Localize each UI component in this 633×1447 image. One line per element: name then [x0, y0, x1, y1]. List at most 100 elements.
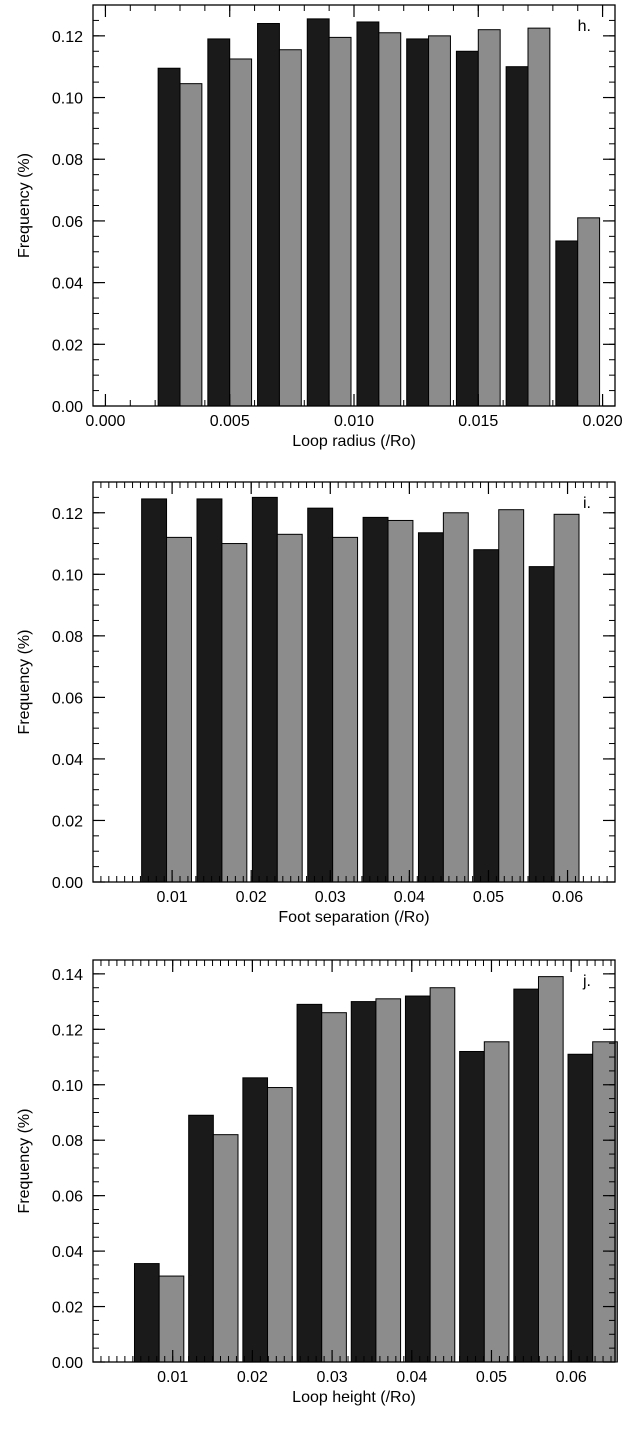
x-tick-label: 0.04 [394, 889, 425, 906]
panel-label: i. [583, 495, 591, 512]
bar-black-6 [356, 21, 380, 407]
y-tick-label: 0.00 [52, 875, 83, 892]
bar-black-3 [251, 496, 278, 883]
y-tick-label: 0.12 [52, 506, 83, 523]
x-tick-label: 0.05 [473, 889, 504, 906]
bar-gray-2 [212, 1134, 239, 1363]
bar-black-7 [473, 549, 500, 883]
bar-black-8 [455, 50, 479, 407]
bar-gray-5 [387, 519, 414, 883]
bar-black-2 [157, 67, 181, 407]
y-tick-label: 0.04 [52, 276, 83, 293]
x-tick-label: 0.005 [210, 413, 250, 430]
bar-black-5 [306, 18, 330, 407]
y-tick-label: 0.04 [52, 752, 83, 769]
bar-gray-8 [553, 513, 580, 883]
x-tick-label: 0.06 [556, 1369, 587, 1386]
bar-black-8 [513, 988, 540, 1363]
y-tick-label: 0.02 [52, 337, 83, 354]
bar-gray-8 [477, 29, 501, 407]
y-tick-label: 0.00 [52, 1355, 83, 1372]
x-tick-label: 0.03 [315, 889, 346, 906]
bar-gray-1 [158, 1275, 185, 1363]
y-tick-label: 0.06 [52, 214, 83, 231]
bar-black-2 [188, 1114, 214, 1363]
x-tick-label: 0.01 [157, 889, 188, 906]
bar-gray-2 [179, 83, 203, 407]
bar-gray-8 [537, 976, 564, 1363]
x-tick-label: 0.000 [85, 413, 125, 430]
bar-gray-6 [442, 512, 469, 883]
bar-gray-6 [429, 987, 456, 1363]
y-axis-title: Frequency (%) [16, 630, 33, 735]
y-tick-label: 0.02 [52, 813, 83, 830]
y-tick-label: 0.08 [52, 1133, 83, 1150]
bar-black-4 [257, 23, 280, 407]
bar-gray-9 [592, 1041, 618, 1363]
bar-gray-9 [527, 27, 551, 407]
plot-frame [92, 959, 616, 1363]
chart-panel-1: 0.000 0.005 0.010 0.015 0.020 0.00 0.02 0.04 0.0… [16, 4, 623, 450]
bar-black-7 [406, 38, 430, 407]
x-tick-label: 0.02 [236, 889, 267, 906]
x-tick-label: 0.01 [157, 1369, 188, 1386]
bar-black-4 [307, 507, 334, 883]
bar-gray-4 [321, 1012, 347, 1363]
bar-gray-3 [276, 533, 303, 883]
bar-black-10 [555, 240, 579, 407]
x-axis-title: Foot separation (/Ro) [278, 909, 429, 926]
x-tick-label: 0.015 [458, 413, 498, 430]
y-tick-label: 0.06 [52, 1189, 83, 1206]
y-tick-label: 0.12 [52, 29, 83, 46]
y-tick-label: 0.04 [52, 1244, 83, 1261]
y-tick-label: 0.02 [52, 1300, 83, 1317]
bar-gray-7 [498, 509, 525, 883]
bar-gray-7 [483, 1041, 510, 1363]
panel-label: j. [582, 973, 591, 990]
y-tick-label: 0.14 [52, 967, 83, 984]
y-tick-label: 0.10 [52, 567, 83, 584]
bar-black-1 [141, 498, 168, 883]
panel-label: h. [578, 18, 591, 35]
x-tick-label: 0.020 [583, 413, 623, 430]
y-tick-label: 0.00 [52, 399, 83, 416]
y-tick-label: 0.06 [52, 690, 83, 707]
x-axis-title: Loop height (/Ro) [292, 1389, 416, 1406]
y-tick-label: 0.12 [52, 1022, 83, 1039]
x-tick-label: 0.04 [396, 1369, 427, 1386]
y-tick-label: 0.08 [52, 152, 83, 169]
y-tick-label: 0.10 [52, 91, 83, 108]
chart-panel-3: 0.01 0.02 0.03 0.04 0.05 0.06 0.00 0.02 0.04 0.06… [16, 959, 618, 1406]
y-tick-label: 0.10 [52, 1078, 83, 1095]
bar-black-3 [207, 38, 231, 407]
bar-black-9 [567, 1053, 594, 1363]
x-tick-label: 0.05 [476, 1369, 507, 1386]
x-axis-title: Loop radius (/Ro) [292, 433, 416, 450]
bar-black-5 [350, 1001, 377, 1363]
x-tick-label: 0.06 [552, 889, 583, 906]
bar-black-6 [417, 532, 444, 883]
bar-gray-7 [428, 35, 451, 407]
y-axis-title: Frequency (%) [16, 1109, 33, 1214]
y-axis-title: Frequency (%) [16, 153, 33, 258]
bar-gray-10 [577, 217, 601, 407]
bar-black-1 [133, 1263, 160, 1363]
bar-gray-6 [378, 32, 402, 407]
bar-gray-5 [328, 36, 352, 407]
chart-panel-2: 0.01 0.02 0.03 0.04 0.05 0.06 0.00 0.02 0.04 0.06… [16, 481, 616, 926]
x-tick-label: 0.02 [237, 1369, 268, 1386]
bar-gray-3 [267, 1087, 293, 1363]
bar-black-9 [505, 66, 529, 407]
x-tick-label: 0.03 [317, 1369, 348, 1386]
bar-gray-2 [221, 543, 248, 883]
bar-gray-4 [332, 536, 359, 883]
bar-gray-4 [278, 49, 302, 407]
y-tick-label: 0.08 [52, 629, 83, 646]
bar-black-6 [404, 995, 431, 1363]
bar-gray-5 [375, 998, 402, 1363]
bar-black-5 [362, 516, 389, 883]
x-tick-label: 0.010 [334, 413, 374, 430]
bar-black-8 [528, 566, 555, 883]
bar-black-3 [242, 1077, 269, 1363]
